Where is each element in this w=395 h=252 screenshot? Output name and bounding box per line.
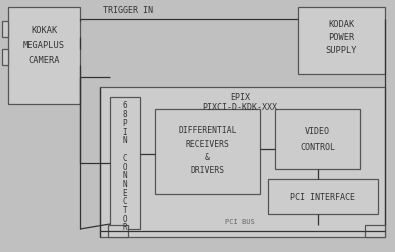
Bar xyxy=(2,22,8,38)
Bar xyxy=(8,8,80,105)
Text: T: T xyxy=(123,205,127,214)
Bar xyxy=(2,50,8,66)
Text: &: & xyxy=(205,152,210,161)
Text: TRIGGER IN: TRIGGER IN xyxy=(103,6,153,15)
Bar xyxy=(275,110,360,169)
Text: I: I xyxy=(123,127,127,136)
Bar xyxy=(268,179,378,214)
Text: DIFFERENTIAL: DIFFERENTIAL xyxy=(178,125,237,135)
Text: E: E xyxy=(123,188,127,197)
Text: C: C xyxy=(123,197,127,206)
Bar xyxy=(110,98,140,229)
Text: PIXCI-D-KDK-XXX: PIXCI-D-KDK-XXX xyxy=(203,102,278,111)
Bar xyxy=(155,110,260,194)
Text: O: O xyxy=(123,214,127,223)
Bar xyxy=(365,225,385,237)
Bar xyxy=(100,88,385,237)
Text: MEGAPLUS: MEGAPLUS xyxy=(23,40,65,49)
Text: C: C xyxy=(123,153,127,162)
Text: 8: 8 xyxy=(123,110,127,119)
Text: 6: 6 xyxy=(123,101,127,110)
Text: DRIVERS: DRIVERS xyxy=(190,165,225,174)
Text: CAMERA: CAMERA xyxy=(28,55,60,64)
Text: PCI INTERFACE: PCI INTERFACE xyxy=(290,192,356,201)
Text: N: N xyxy=(123,179,127,188)
Bar xyxy=(108,225,128,237)
Text: VIDEO: VIDEO xyxy=(305,127,330,136)
Text: N: N xyxy=(123,171,127,179)
Text: SUPPLY: SUPPLY xyxy=(326,45,357,54)
Text: KOKAK: KOKAK xyxy=(31,25,57,34)
Text: O: O xyxy=(123,162,127,171)
Text: R: R xyxy=(123,223,127,232)
Text: CONTROL: CONTROL xyxy=(300,143,335,152)
Text: PCI BUS: PCI BUS xyxy=(225,218,255,224)
Text: P: P xyxy=(123,118,127,128)
Text: POWER: POWER xyxy=(328,32,355,41)
Text: N: N xyxy=(123,136,127,145)
Text: KODAK: KODAK xyxy=(328,19,355,28)
Text: RECEIVERS: RECEIVERS xyxy=(186,139,229,148)
Bar xyxy=(298,8,385,75)
Text: EPIX: EPIX xyxy=(230,92,250,101)
